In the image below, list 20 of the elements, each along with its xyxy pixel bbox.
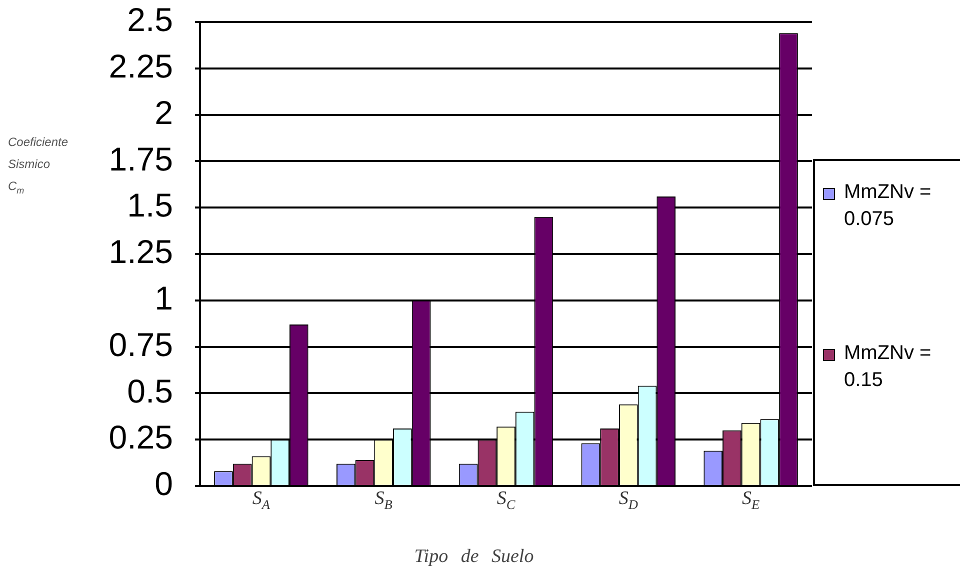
y-tick-label: 1.75: [108, 140, 173, 178]
y-tick-label: 0.5: [127, 372, 173, 410]
y-tick-label: 1: [154, 279, 173, 316]
x-tick-label: S$_{D}$: [618, 488, 638, 513]
legend-label: MmZNv = 0.15: [844, 341, 932, 394]
x-tick-label: S$_{E}$: [742, 488, 760, 513]
x-tick-label: S$_{C}$: [496, 488, 516, 513]
y-tick-label: 1.5: [127, 186, 173, 224]
y-tick-label: 0.75: [108, 326, 173, 363]
y-tick-label: 0.25: [108, 418, 173, 456]
y-tick-label: 2.25: [108, 47, 173, 84]
y-axis-title: Coeficiente Sismico C$_{m}$: [8, 134, 68, 198]
x-axis-title: Tipo de Suelo: [414, 546, 534, 568]
x-tick-label: S$_{A}$: [252, 488, 270, 513]
x-tick-label: S$_{B}$: [374, 488, 392, 513]
y-tick-label: 0: [154, 465, 173, 502]
y-tick-label: 2.5: [127, 1, 173, 38]
y-tick-label: 2: [154, 94, 173, 131]
y-tick-label: 1.25: [108, 233, 173, 270]
legend-label: MmZNv = 0.075: [844, 180, 932, 232]
